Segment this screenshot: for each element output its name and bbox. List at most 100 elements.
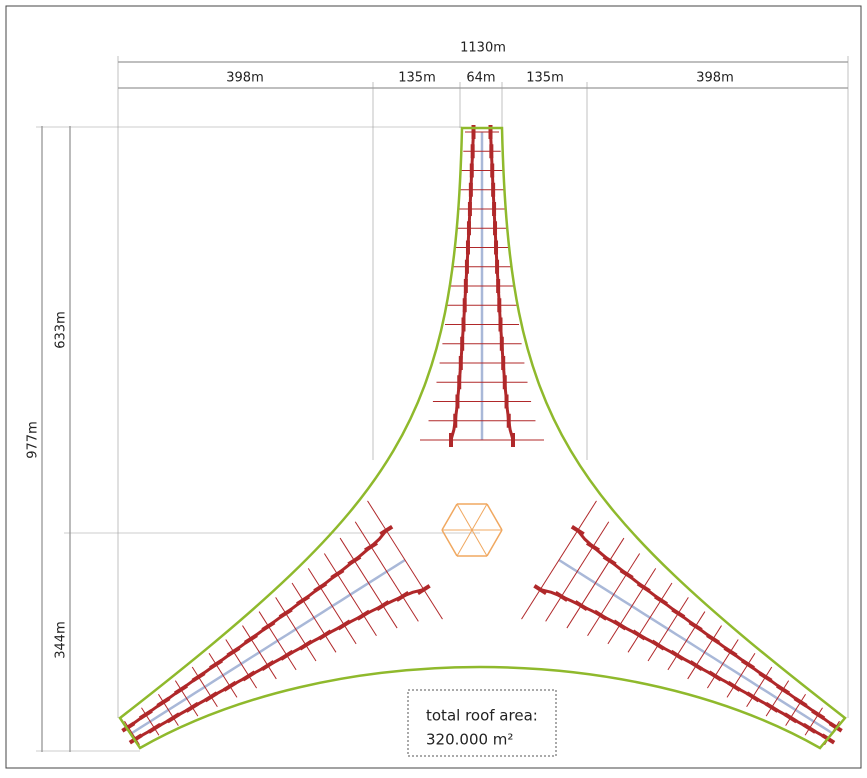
node <box>241 670 256 682</box>
node <box>296 594 311 606</box>
dim-height: 633m <box>54 311 69 348</box>
roof-outline <box>118 126 847 750</box>
node <box>337 619 352 631</box>
cross-beam <box>706 639 739 689</box>
cross-beam <box>607 568 657 645</box>
node <box>533 584 548 596</box>
cross-beam <box>242 625 277 680</box>
node <box>226 646 241 658</box>
center-ring <box>441 529 458 557</box>
note-box <box>407 689 557 757</box>
node <box>375 600 390 612</box>
node <box>723 646 738 658</box>
spine <box>131 558 406 735</box>
cross-beam <box>141 707 160 736</box>
cross-beam <box>208 653 238 698</box>
dim-total-width: 1130m <box>460 41 506 56</box>
cross-beam <box>726 653 756 698</box>
node <box>347 555 362 566</box>
cross-beam <box>275 597 317 662</box>
node <box>688 620 703 632</box>
node <box>156 696 171 708</box>
dim-width: 64m <box>466 71 495 86</box>
center-spoke <box>471 503 488 531</box>
node <box>811 709 826 721</box>
node <box>828 721 843 733</box>
node <box>802 722 817 734</box>
cross-beam <box>667 611 706 671</box>
node <box>317 629 332 641</box>
dim-width: 398m <box>226 71 263 86</box>
node <box>185 701 200 713</box>
node <box>651 639 666 651</box>
cross-beam <box>291 582 337 653</box>
node <box>364 541 379 553</box>
node <box>209 658 223 670</box>
cross-beam <box>687 625 722 680</box>
cross-beam <box>124 720 140 746</box>
node <box>570 524 585 536</box>
node <box>727 680 741 692</box>
cross-beam <box>627 582 673 653</box>
center-spoke <box>456 529 473 557</box>
node <box>243 633 258 645</box>
node <box>138 709 153 721</box>
rib <box>576 529 837 729</box>
cross-beam <box>158 693 179 726</box>
rib <box>127 529 388 729</box>
spine <box>558 558 833 735</box>
center-spoke <box>456 503 473 531</box>
rib <box>134 588 425 741</box>
node <box>416 584 431 596</box>
node <box>191 671 206 683</box>
roof-structure <box>121 125 843 746</box>
node <box>313 581 328 593</box>
node <box>260 660 275 672</box>
cross-beam <box>367 500 443 620</box>
node <box>776 684 791 695</box>
cross-beam <box>765 680 790 717</box>
center-ring <box>486 529 503 557</box>
node <box>612 619 627 631</box>
node <box>745 691 760 703</box>
node <box>278 607 293 619</box>
cross-beam <box>174 680 199 717</box>
node <box>764 701 779 713</box>
node <box>356 609 371 621</box>
note-label: total roof area: <box>426 707 538 725</box>
node <box>204 691 219 703</box>
node <box>166 712 181 724</box>
node <box>619 568 634 580</box>
node <box>554 591 569 602</box>
cross-beam <box>804 707 823 736</box>
node <box>147 722 162 734</box>
center-spoke <box>471 529 488 557</box>
dim-width: 398m <box>696 71 733 86</box>
node <box>670 649 685 661</box>
node <box>261 620 276 632</box>
node <box>574 600 589 612</box>
cross-beam <box>785 693 806 726</box>
node <box>636 581 651 593</box>
dimension-lines <box>36 56 849 752</box>
cross-beam <box>566 537 625 629</box>
cross-beam <box>225 639 258 689</box>
node <box>395 591 410 602</box>
node <box>632 629 647 641</box>
node <box>741 658 755 670</box>
node <box>602 555 617 566</box>
node <box>783 712 798 724</box>
node <box>593 609 608 621</box>
node <box>671 607 686 619</box>
node <box>330 568 345 580</box>
node <box>379 524 394 536</box>
dim-height: 344m <box>54 621 69 658</box>
center-ring <box>441 503 458 531</box>
node <box>708 670 723 682</box>
node <box>653 594 668 606</box>
dim-total-height: 977m <box>26 421 41 458</box>
cross-beam <box>746 666 773 707</box>
node <box>689 660 704 672</box>
node <box>223 680 237 692</box>
